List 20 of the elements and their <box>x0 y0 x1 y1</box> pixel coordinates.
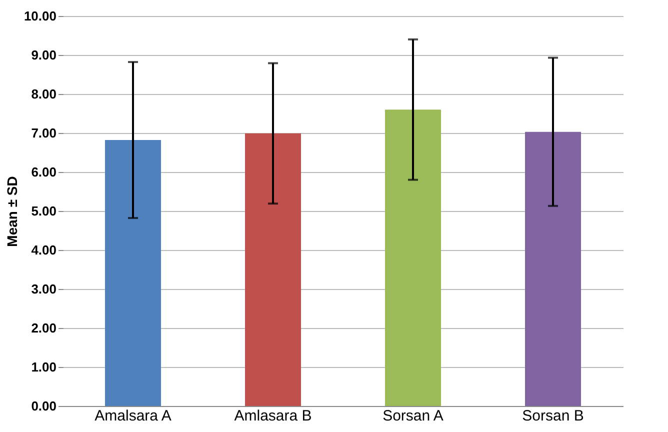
x-tick-label: Amlasara B <box>234 408 312 424</box>
y-tick-label: 3.00 <box>31 282 56 296</box>
y-tick-label: 10.00 <box>24 8 56 24</box>
y-tick-label: 4.00 <box>31 242 56 258</box>
x-tick-label: Sorsan A <box>382 408 444 424</box>
y-tick-label: 0.00 <box>31 398 56 414</box>
x-tick-label: Amalsara A <box>94 408 172 424</box>
bar <box>525 132 581 406</box>
bar <box>245 133 301 406</box>
bar <box>385 110 441 406</box>
y-tick-label: 8.00 <box>31 86 56 102</box>
y-tick-label: 1.00 <box>31 360 56 374</box>
y-tick-label: 2.00 <box>31 320 56 336</box>
y-tick-label: 6.00 <box>31 164 56 180</box>
y-tick-label: 9.00 <box>31 48 56 62</box>
y-tick-label: 5.00 <box>31 204 56 218</box>
y-tick-label: 7.00 <box>31 126 56 140</box>
x-tick-label: Sorsan B <box>522 408 584 424</box>
bar <box>105 140 161 406</box>
y-axis-title: Mean ± SD <box>4 176 20 247</box>
